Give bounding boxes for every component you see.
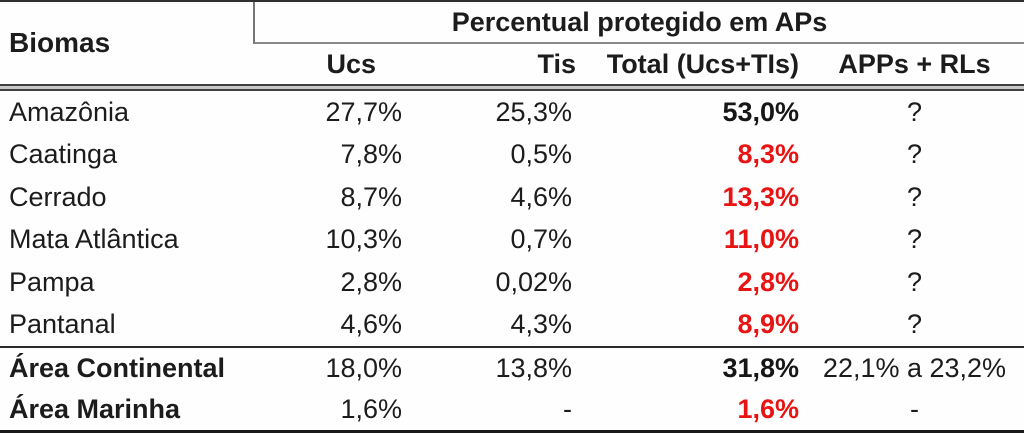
table-row-caatinga: Caatinga 7,8% 0,5% 8,3% ?	[0, 134, 1024, 177]
col-header-tis: Tis	[537, 48, 576, 79]
table-row-area-continental: Área Continental 18,0% 13,8% 31,8% 22,1%…	[0, 346, 1024, 388]
table-header: Biomas Percentual protegido em APs Ucs T…	[0, 2, 1024, 84]
total-value: 13,3%	[722, 181, 799, 212]
total-value: 53,0%	[722, 96, 799, 127]
group-header-percentual: Percentual protegido em APs	[253, 2, 1024, 44]
tis-value: 0,5%	[510, 139, 572, 170]
ucs-value: 10,3%	[325, 224, 402, 255]
total-value: 2,8%	[737, 266, 799, 297]
total-value: 8,9%	[737, 309, 799, 340]
tis-value: 0,02%	[495, 266, 572, 297]
tis-value: 4,3%	[510, 309, 572, 340]
ucs-value: 4,6%	[340, 309, 402, 340]
tis-value: 25,3%	[495, 96, 572, 127]
apps-rls-value: 22,1% a 23,2%	[822, 352, 1007, 383]
col-header-total: Total (Ucs+TIs)	[606, 48, 799, 79]
ucs-value: 18,0%	[325, 352, 402, 383]
total-value: 1,6%	[737, 393, 799, 424]
table-row-mata-atlantica: Mata Atlântica 10,3% 0,7% 11,0% ?	[0, 219, 1024, 262]
biome-name: Pampa	[9, 266, 95, 297]
ucs-value: 2,8%	[340, 266, 402, 297]
biome-name: Pantanal	[9, 309, 116, 340]
sub-header-row: Ucs Tis Total (Ucs+TIs) APPs + RLs	[253, 44, 1024, 84]
table-row-pantanal: Pantanal 4,6% 4,3% 8,9% ?	[0, 304, 1024, 347]
ucs-value: 1,6%	[340, 393, 402, 424]
corner-header-biomas: Biomas	[9, 27, 111, 58]
tis-value: 13,8%	[495, 352, 572, 383]
ucs-value: 7,8%	[340, 139, 402, 170]
apps-rls-value: ?	[906, 139, 923, 170]
ucs-value: 8,7%	[340, 181, 402, 212]
tis-value: 0,7%	[510, 224, 572, 255]
table-row-area-marinha: Área Marinha 1,6% - 1,6% -	[0, 388, 1024, 430]
apps-rls-value: -	[910, 393, 919, 424]
tis-value: 4,6%	[510, 181, 572, 212]
biome-name: Caatinga	[9, 139, 118, 170]
table-row-cerrado: Cerrado 8,7% 4,6% 13,3% ?	[0, 176, 1024, 219]
apps-rls-value: ?	[906, 309, 923, 340]
total-value: 11,0%	[723, 224, 799, 255]
biome-name: Área Marinha	[9, 393, 181, 424]
biome-name: Mata Atlântica	[9, 224, 179, 255]
col-header-ucs: Ucs	[326, 48, 376, 79]
apps-rls-value: ?	[906, 266, 923, 297]
table-row-pampa: Pampa 2,8% 0,02% 2,8% ?	[0, 261, 1024, 304]
biome-name: Amazônia	[9, 96, 130, 127]
apps-rls-value: ?	[906, 224, 923, 255]
total-value: 8,3%	[737, 139, 799, 170]
col-header-apps-rls: APPs + RLs	[838, 48, 991, 79]
tis-value: -	[563, 393, 572, 424]
biome-name: Área Continental	[9, 352, 226, 383]
table-row-amazonia: Amazônia 27,7% 25,3% 53,0% ?	[0, 91, 1024, 134]
apps-rls-value: ?	[906, 181, 923, 212]
biome-name: Cerrado	[9, 181, 107, 212]
header-double-rule	[0, 84, 1024, 91]
header-right-section: Percentual protegido em APs Ucs Tis Tota…	[253, 2, 1024, 84]
total-value: 31,8%	[722, 352, 799, 383]
ucs-value: 27,7%	[325, 96, 402, 127]
apps-rls-value: ?	[906, 96, 923, 127]
